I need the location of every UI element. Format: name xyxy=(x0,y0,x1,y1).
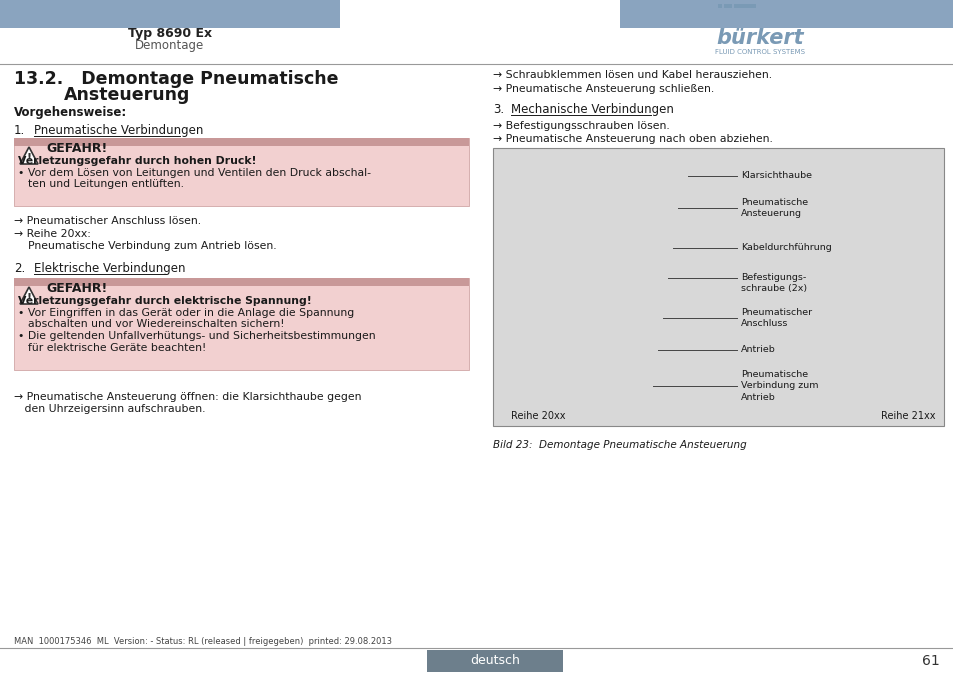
Text: GEFAHR!: GEFAHR! xyxy=(46,282,107,295)
Text: !: ! xyxy=(27,153,31,163)
Text: → Befestigungsschrauben lösen.: → Befestigungsschrauben lösen. xyxy=(493,121,669,131)
Text: ten und Leitungen entlüften.: ten und Leitungen entlüften. xyxy=(28,179,184,189)
Text: deutsch: deutsch xyxy=(470,655,519,668)
Text: 61: 61 xyxy=(922,654,939,668)
Text: Pneumatischer
Anschluss: Pneumatischer Anschluss xyxy=(740,308,811,328)
Text: Elektrische Verbindungen: Elektrische Verbindungen xyxy=(34,262,185,275)
Text: Pneumatische
Ansteuerung: Pneumatische Ansteuerung xyxy=(740,198,807,218)
Bar xyxy=(619,0,953,28)
Text: 13.2.   Demontage Pneumatische: 13.2. Demontage Pneumatische xyxy=(14,70,338,88)
Text: → Schraubklemmen lösen und Kabel herausziehen.: → Schraubklemmen lösen und Kabel herausz… xyxy=(493,70,771,80)
Text: → Reihe 20xx:: → Reihe 20xx: xyxy=(14,229,91,239)
Bar xyxy=(718,4,721,8)
Polygon shape xyxy=(20,287,38,304)
Text: 1.: 1. xyxy=(14,124,25,137)
Text: Kabeldurchführung: Kabeldurchführung xyxy=(740,244,831,252)
Bar xyxy=(14,138,469,146)
Text: GEFAHR!: GEFAHR! xyxy=(46,142,107,155)
Text: abschalten und vor Wiedereinschalten sichern!: abschalten und vor Wiedereinschalten sic… xyxy=(28,319,284,329)
Text: Mechanische Verbindungen: Mechanische Verbindungen xyxy=(511,103,673,116)
Bar xyxy=(427,650,562,672)
Text: → Pneumatische Ansteuerung öffnen: die Klarsichthaube gegen: → Pneumatische Ansteuerung öffnen: die K… xyxy=(14,392,361,402)
Bar xyxy=(493,148,943,426)
Text: Demontage: Demontage xyxy=(135,40,204,52)
Text: → Pneumatische Ansteuerung schließen.: → Pneumatische Ansteuerung schließen. xyxy=(493,84,714,94)
Text: • Vor dem Lösen von Leitungen und Ventilen den Druck abschal-: • Vor dem Lösen von Leitungen und Ventil… xyxy=(18,168,371,178)
Text: Antrieb: Antrieb xyxy=(740,345,775,355)
Text: Pneumatische Verbindung zum Antrieb lösen.: Pneumatische Verbindung zum Antrieb löse… xyxy=(28,241,276,251)
Bar xyxy=(14,138,469,206)
Text: Pneumatische
Verbindung zum
Antrieb: Pneumatische Verbindung zum Antrieb xyxy=(740,370,818,402)
Text: MAN  1000175346  ML  Version: - Status: RL (released | freigegeben)  printed: 29: MAN 1000175346 ML Version: - Status: RL … xyxy=(14,637,392,645)
Text: • Die geltenden Unfallverhütungs- und Sicherheitsbestimmungen: • Die geltenden Unfallverhütungs- und Si… xyxy=(18,331,375,341)
Text: Bild 23:  Demontage Pneumatische Ansteuerung: Bild 23: Demontage Pneumatische Ansteuer… xyxy=(493,440,746,450)
Text: 2.: 2. xyxy=(14,262,25,275)
Text: den Uhrzeigersinn aufschrauben.: den Uhrzeigersinn aufschrauben. xyxy=(14,404,205,414)
Text: • Vor Eingriffen in das Gerät oder in die Anlage die Spannung: • Vor Eingriffen in das Gerät oder in di… xyxy=(18,308,354,318)
Bar xyxy=(14,278,469,286)
Text: Typ 8690 Ex: Typ 8690 Ex xyxy=(128,28,212,40)
Bar xyxy=(733,4,755,8)
Text: für elektrische Geräte beachten!: für elektrische Geräte beachten! xyxy=(28,343,206,353)
Text: Ansteuerung: Ansteuerung xyxy=(64,86,191,104)
Text: Vorgehensweise:: Vorgehensweise: xyxy=(14,106,127,119)
Text: Reihe 20xx: Reihe 20xx xyxy=(511,411,565,421)
Bar xyxy=(723,4,731,8)
Text: bürkert: bürkert xyxy=(716,28,803,48)
Polygon shape xyxy=(20,147,38,164)
Text: Reihe 21xx: Reihe 21xx xyxy=(881,411,935,421)
Text: Klarsichthaube: Klarsichthaube xyxy=(740,172,811,180)
Text: Pneumatische Verbindungen: Pneumatische Verbindungen xyxy=(34,124,203,137)
Text: FLUID CONTROL SYSTEMS: FLUID CONTROL SYSTEMS xyxy=(714,49,804,55)
Bar xyxy=(0,0,339,28)
Text: Verletzungsgefahr durch hohen Druck!: Verletzungsgefahr durch hohen Druck! xyxy=(18,156,256,166)
Text: 3.: 3. xyxy=(493,103,503,116)
Text: → Pneumatischer Anschluss lösen.: → Pneumatischer Anschluss lösen. xyxy=(14,216,201,226)
Bar xyxy=(14,278,469,370)
Text: Befestigungs-
schraube (2x): Befestigungs- schraube (2x) xyxy=(740,273,806,293)
Text: → Pneumatische Ansteuerung nach oben abziehen.: → Pneumatische Ansteuerung nach oben abz… xyxy=(493,134,772,144)
Text: !: ! xyxy=(27,293,31,303)
Text: Verletzungsgefahr durch elektrische Spannung!: Verletzungsgefahr durch elektrische Span… xyxy=(18,296,312,306)
